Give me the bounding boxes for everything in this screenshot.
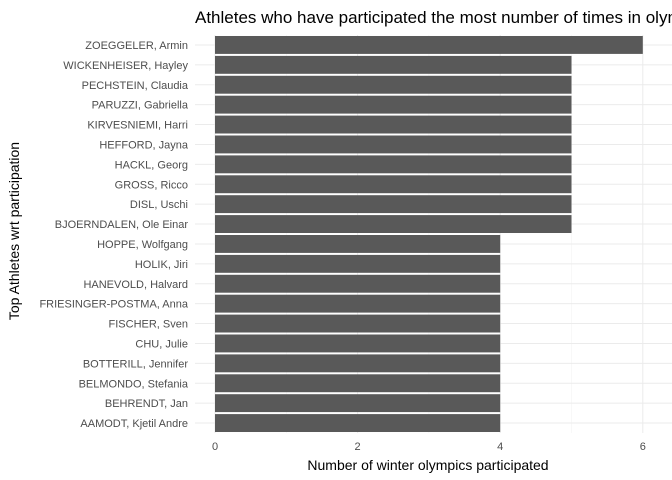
bar	[215, 75, 572, 94]
y-tick-label: FISCHER, Sven	[109, 319, 188, 331]
y-tick-label: BOTTERILL, Jennifer	[83, 358, 188, 370]
bar	[215, 195, 572, 214]
y-tick-label: GROSS, Ricco	[115, 179, 188, 191]
bar	[215, 274, 501, 293]
bar	[215, 314, 501, 333]
y-tick-labels: ZOEGGELER, Armin WICKENHEISER, Hayley PECH…	[39, 40, 188, 430]
y-tick-label: HOPPE, Wolfgang	[97, 239, 188, 251]
bar	[215, 414, 501, 433]
x-tick-labels: 0 2 4 6	[212, 441, 646, 453]
y-tick-label: HACKL, Georg	[115, 159, 188, 171]
bar	[215, 55, 572, 74]
bar	[215, 155, 572, 174]
y-tick-label: BEHRENDT, Jan	[105, 398, 188, 410]
chart-title: Athletes who have participated the most …	[195, 8, 672, 27]
y-tick-label: HEFFORD, Jayna	[99, 139, 189, 151]
y-tick-label: BELMONDO, Stefania	[79, 378, 189, 390]
y-tick-label: KIRVESNIEMI, Harri	[87, 120, 188, 132]
bar	[215, 354, 501, 373]
y-tick-label: DISL, Uschi	[130, 199, 188, 211]
bar	[215, 294, 501, 313]
x-tick-label: 6	[640, 441, 646, 453]
x-tick-label: 4	[497, 441, 503, 453]
y-tick-label: BJOERNDALEN, Ole Einar	[55, 219, 189, 231]
y-tick-label: PARUZZI, Gabriella	[92, 100, 189, 112]
grid	[195, 35, 672, 433]
x-axis-title: Number of winter olympics participated	[307, 457, 548, 473]
bar	[215, 394, 501, 413]
x-tick-label: 2	[355, 441, 361, 453]
bars	[215, 35, 643, 433]
y-tick-label: ZOEGGELER, Armin	[85, 40, 188, 52]
y-axis-title: Top Athletes wrt participation	[6, 142, 22, 320]
y-tick-label: PECHSTEIN, Claudia	[82, 80, 189, 92]
y-tick-label: FRIESINGER-POSTMA, Anna	[39, 299, 188, 311]
bar	[215, 254, 501, 273]
bar	[215, 135, 572, 154]
bar	[215, 115, 572, 134]
bar	[215, 234, 501, 253]
bar	[215, 334, 501, 353]
bar	[215, 215, 572, 234]
bar	[215, 95, 572, 114]
bar	[215, 175, 572, 194]
y-tick-label: HANEVOLD, Halvard	[83, 279, 188, 291]
y-tick-label: WICKENHEISER, Hayley	[63, 60, 188, 72]
x-tick-label: 0	[212, 441, 218, 453]
bar	[215, 374, 501, 393]
y-tick-label: HOLIK, Jiri	[135, 259, 188, 271]
y-tick-label: AAMODT, Kjetil Andre	[80, 418, 188, 430]
y-tick-label: CHU, Julie	[135, 338, 188, 350]
bar	[215, 35, 643, 54]
